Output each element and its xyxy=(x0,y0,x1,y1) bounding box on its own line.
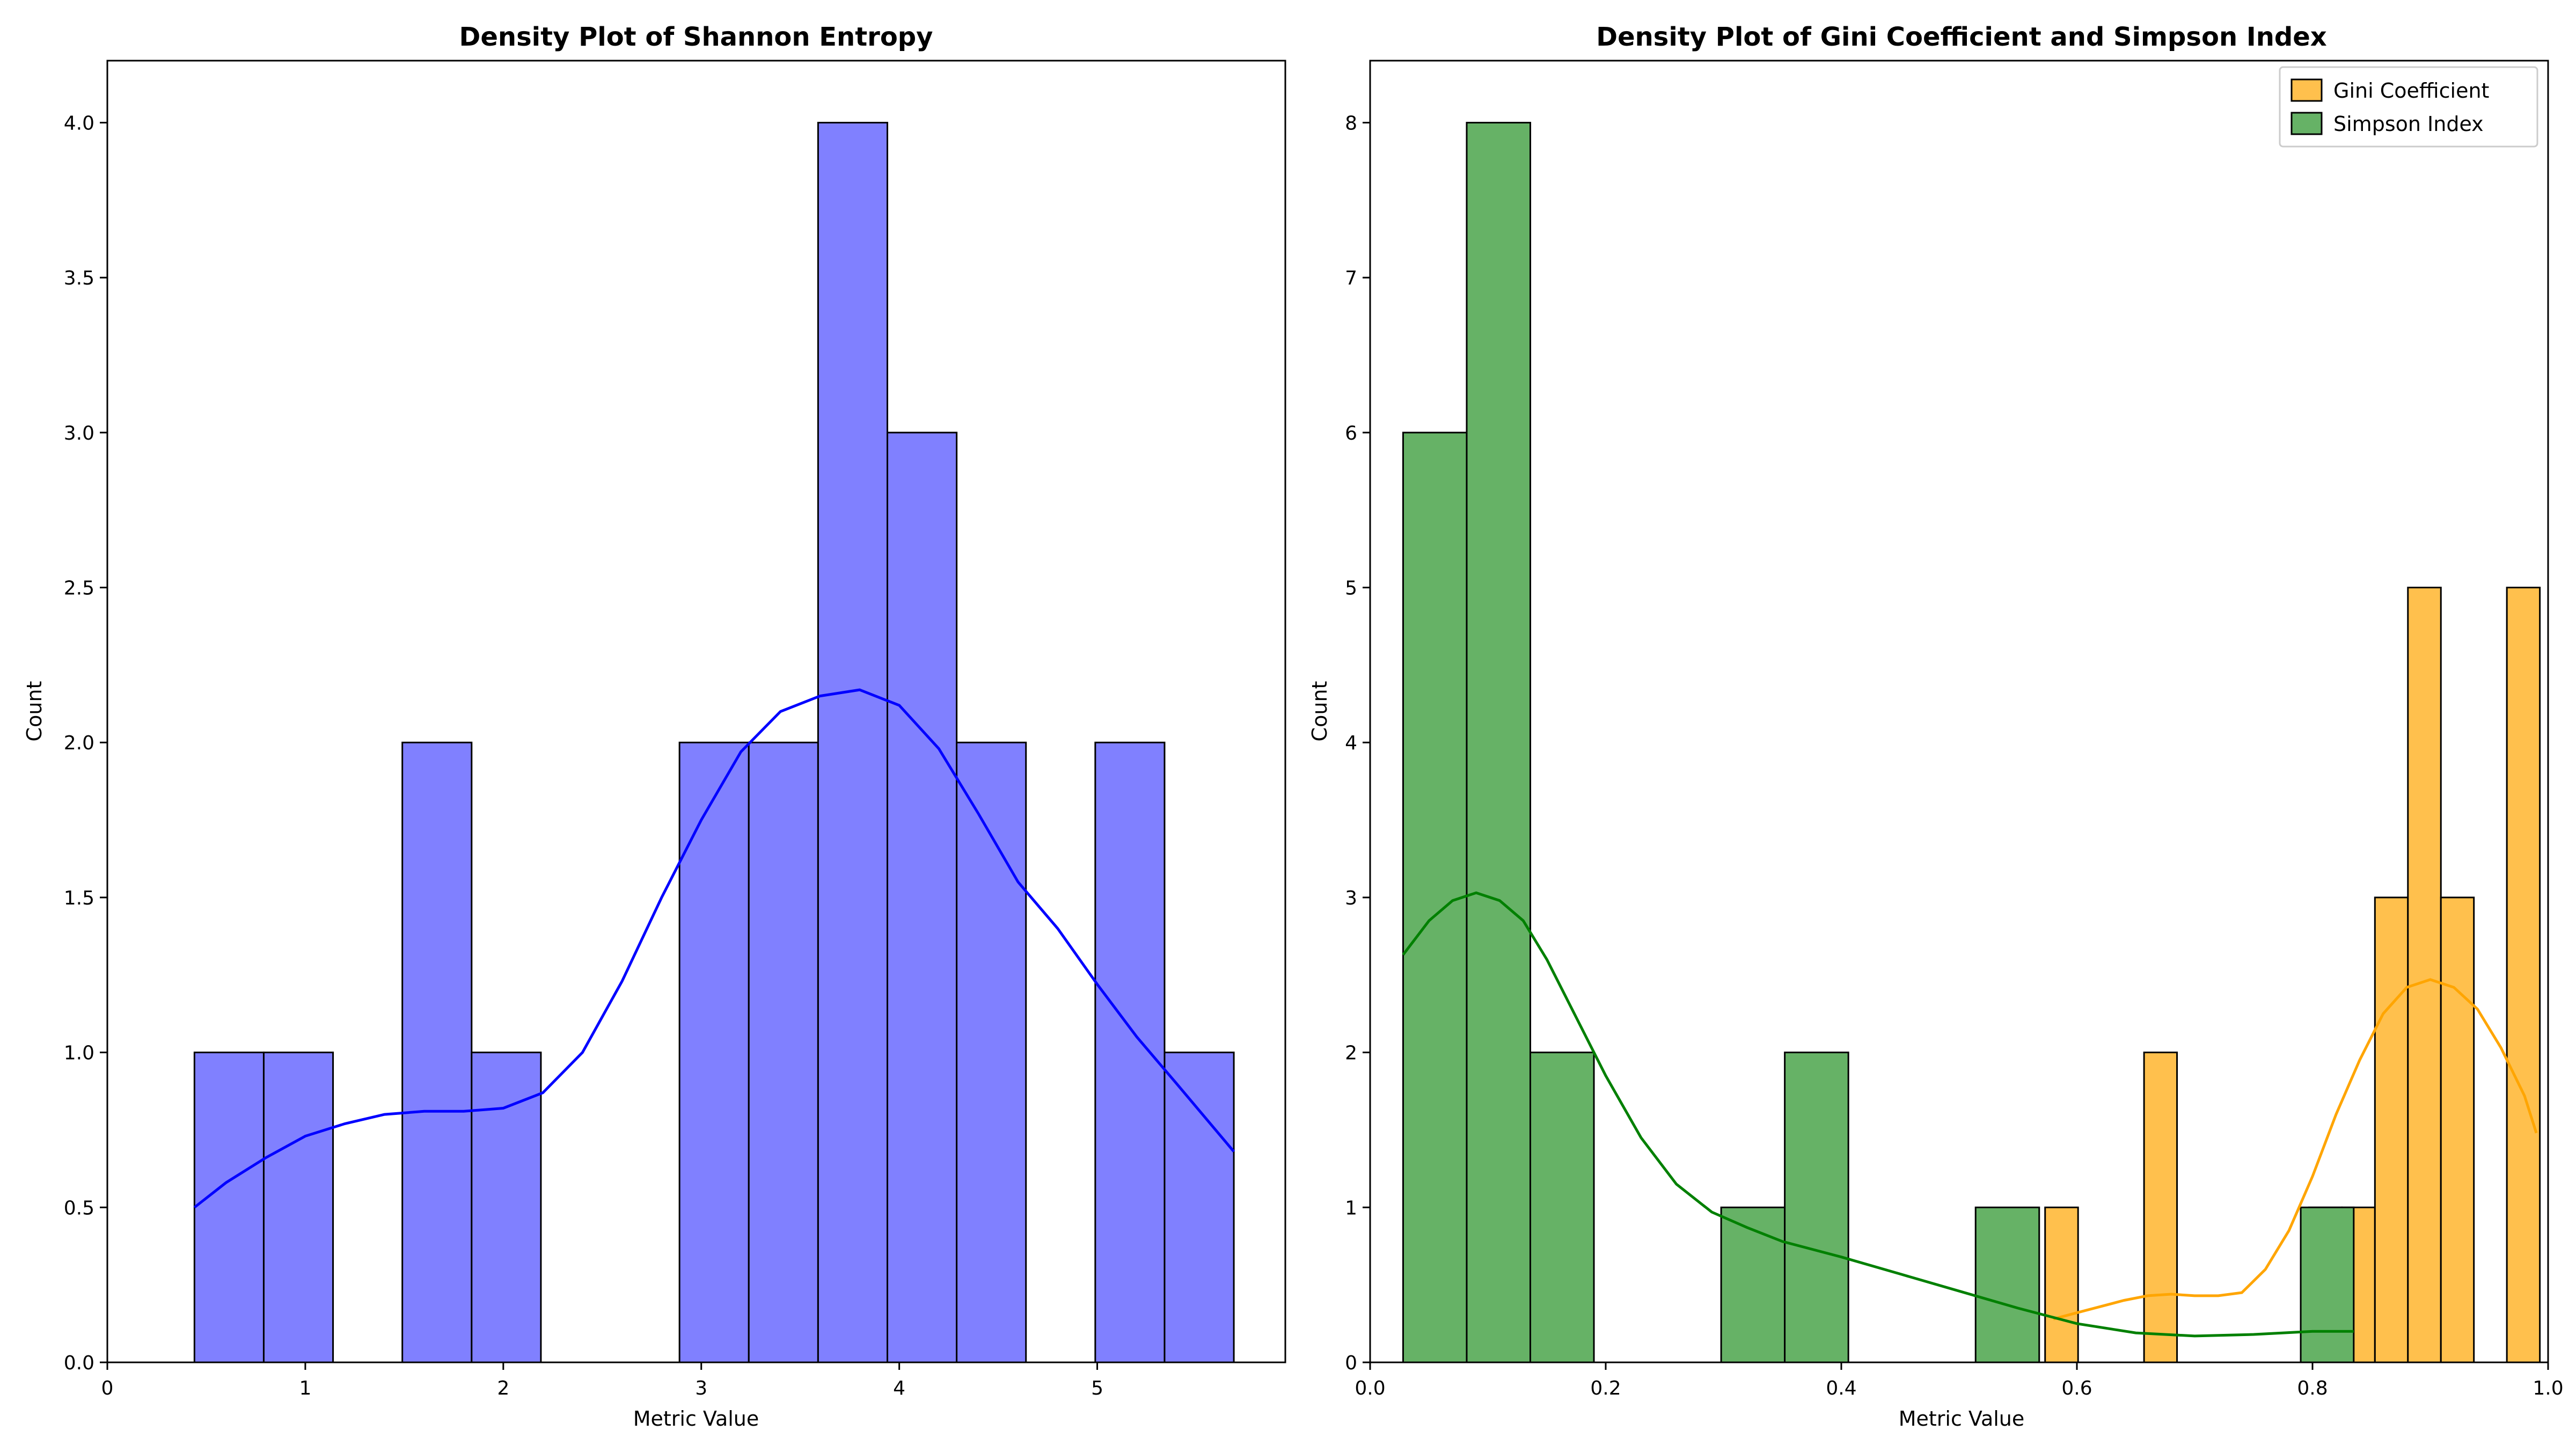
x-axis-label: Metric Value xyxy=(633,1407,759,1431)
chart-title: Density Plot of Shannon Entropy xyxy=(459,22,933,52)
x-tick-label: 0.4 xyxy=(1826,1377,1856,1399)
y-tick-label: 2.5 xyxy=(64,578,94,600)
x-tick-label: 0.8 xyxy=(2297,1377,2328,1399)
histogram-bar xyxy=(1784,1052,1849,1363)
y-tick-label: 0.5 xyxy=(64,1197,94,1219)
y-tick-label: 2 xyxy=(1345,1042,1357,1064)
histogram-bar xyxy=(748,741,819,1363)
x-axis-label: Metric Value xyxy=(1899,1407,2025,1431)
x-tick-label: 2 xyxy=(497,1377,509,1399)
x-tick-label: 1 xyxy=(299,1377,311,1399)
y-tick-label: 6 xyxy=(1345,422,1357,444)
legend-swatch-simpson xyxy=(2290,112,2323,135)
histogram-bar xyxy=(886,432,958,1363)
histogram-bar xyxy=(2300,1206,2355,1363)
legend: Gini Coefficient Simpson Index xyxy=(2279,66,2538,148)
y-tick-label: 2.0 xyxy=(64,732,94,754)
x-tick-label: 4 xyxy=(893,1377,905,1399)
histogram-bar xyxy=(2407,587,2442,1363)
y-axis-label: Count xyxy=(1308,681,1331,742)
legend-label-gini: Gini Coefficient xyxy=(2333,79,2489,103)
x-tick-label: 0 xyxy=(101,1377,114,1399)
kde-line xyxy=(193,688,1235,1209)
y-tick-label: 0.0 xyxy=(64,1352,94,1374)
histogram-bar xyxy=(2440,896,2475,1363)
histogram-bar xyxy=(1402,432,1468,1363)
x-tick-label: 3 xyxy=(695,1377,707,1399)
histogram-bar xyxy=(817,121,888,1363)
y-tick-label: 3 xyxy=(1345,887,1357,909)
plot-frame xyxy=(106,60,1286,1363)
y-axis-label: Count xyxy=(23,681,46,742)
y-tick-label: 1 xyxy=(1345,1197,1357,1219)
y-tick-label: 0 xyxy=(1345,1352,1357,1374)
x-tick-label: 1.0 xyxy=(2533,1377,2563,1399)
histogram-bar xyxy=(2506,587,2541,1363)
y-tick-label: 3.5 xyxy=(64,267,94,289)
histogram-bar xyxy=(2374,896,2409,1363)
y-tick-label: 1.0 xyxy=(64,1042,94,1064)
histogram-bar xyxy=(1974,1206,2040,1363)
y-tick-label: 7 xyxy=(1345,267,1357,289)
y-tick-label: 4.0 xyxy=(64,112,94,134)
y-tick-label: 5 xyxy=(1345,578,1357,600)
histogram-bar xyxy=(1466,121,1532,1363)
histogram-bar xyxy=(1163,1052,1235,1363)
x-tick-label: 0.6 xyxy=(2061,1377,2092,1399)
histogram-bar xyxy=(1720,1206,1786,1363)
x-tick-label: 0.0 xyxy=(1355,1377,1385,1399)
shannon-entropy-panel: Density Plot of Shannon Entropy Metric V… xyxy=(23,22,1286,1431)
y-tick-label: 3.0 xyxy=(64,422,94,444)
x-tick-label: 5 xyxy=(1091,1377,1103,1399)
histogram-bar xyxy=(678,741,750,1363)
histogram-bar xyxy=(956,741,1027,1363)
histogram-bar xyxy=(401,741,473,1363)
histogram-bar xyxy=(262,1052,334,1363)
histogram-bar xyxy=(2044,1206,2079,1363)
legend-frame xyxy=(2279,66,2538,148)
x-tick-label: 0.2 xyxy=(1590,1377,1621,1399)
histogram-bar xyxy=(193,1052,265,1363)
histogram-bar xyxy=(1094,741,1166,1363)
kde-line xyxy=(1402,891,2354,1338)
histogram-bar xyxy=(2143,1052,2178,1363)
kde-line xyxy=(2053,978,2538,1320)
plot-frame xyxy=(1369,60,2549,1363)
y-tick-label: 1.5 xyxy=(64,887,94,909)
y-tick-label: 4 xyxy=(1345,732,1357,754)
legend-label-simpson: Simpson Index xyxy=(2333,112,2484,136)
histogram-bar xyxy=(1529,1052,1595,1363)
legend-swatch-gini xyxy=(2290,78,2323,102)
gini-simpson-panel: Density Plot of Gini Coefficient and Sim… xyxy=(1308,22,2564,1431)
chart-title: Density Plot of Gini Coefficient and Sim… xyxy=(1596,22,2327,52)
y-tick-label: 8 xyxy=(1345,112,1357,134)
